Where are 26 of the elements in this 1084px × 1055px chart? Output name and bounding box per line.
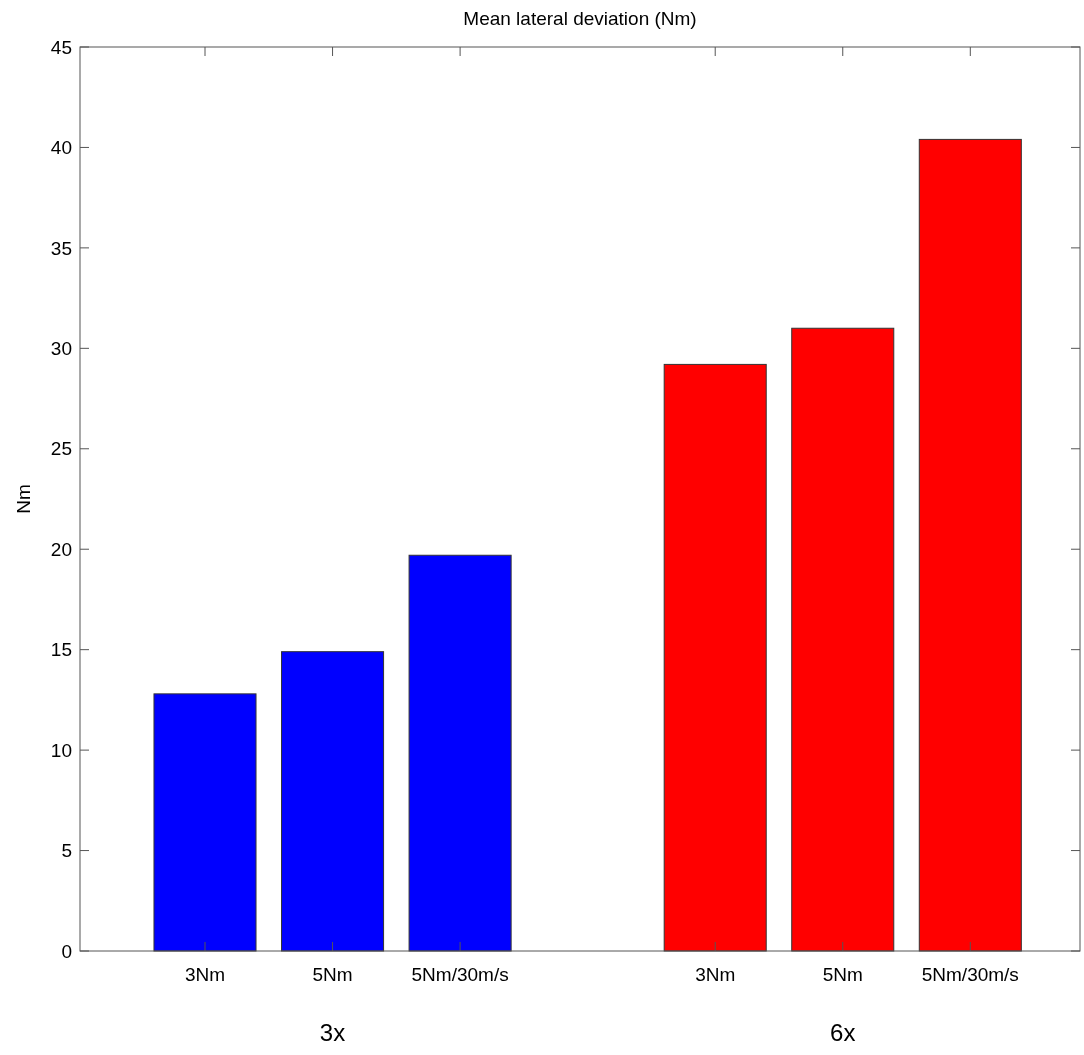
x-tick-label: 5Nm (312, 964, 353, 985)
y-tick-label: 5 (61, 840, 72, 862)
x-tick-label: 3Nm (695, 964, 736, 985)
y-tick-label: 20 (50, 538, 72, 560)
x-tick-label: 5Nm/30m/s (411, 964, 509, 985)
y-tick-label: 15 (50, 639, 72, 661)
y-tick-label: 30 (50, 337, 72, 359)
text: 6x (830, 1019, 856, 1046)
bar (663, 363, 767, 952)
bar (918, 138, 1022, 952)
y-tick-label: 40 (50, 137, 72, 159)
bar (281, 651, 385, 952)
y-tick-label: 10 (50, 739, 72, 761)
bar (408, 554, 512, 952)
x-tick-label: 5Nm/30m/s (921, 964, 1019, 985)
bar (791, 327, 895, 952)
y-tick-label: 45 (50, 36, 72, 58)
text: 3x (319, 1019, 346, 1046)
chart-title: Mean lateral deviation (Nm) (463, 8, 697, 29)
x-tick-label: 5Nm (822, 964, 863, 985)
y-tick-label: 25 (50, 438, 72, 460)
y-axis-title: Nm (13, 484, 34, 514)
y-tick-label: 35 (50, 237, 72, 259)
bar (153, 693, 257, 952)
x-tick-label: 3Nm (184, 964, 226, 985)
y-tick-label: 0 (61, 940, 72, 962)
